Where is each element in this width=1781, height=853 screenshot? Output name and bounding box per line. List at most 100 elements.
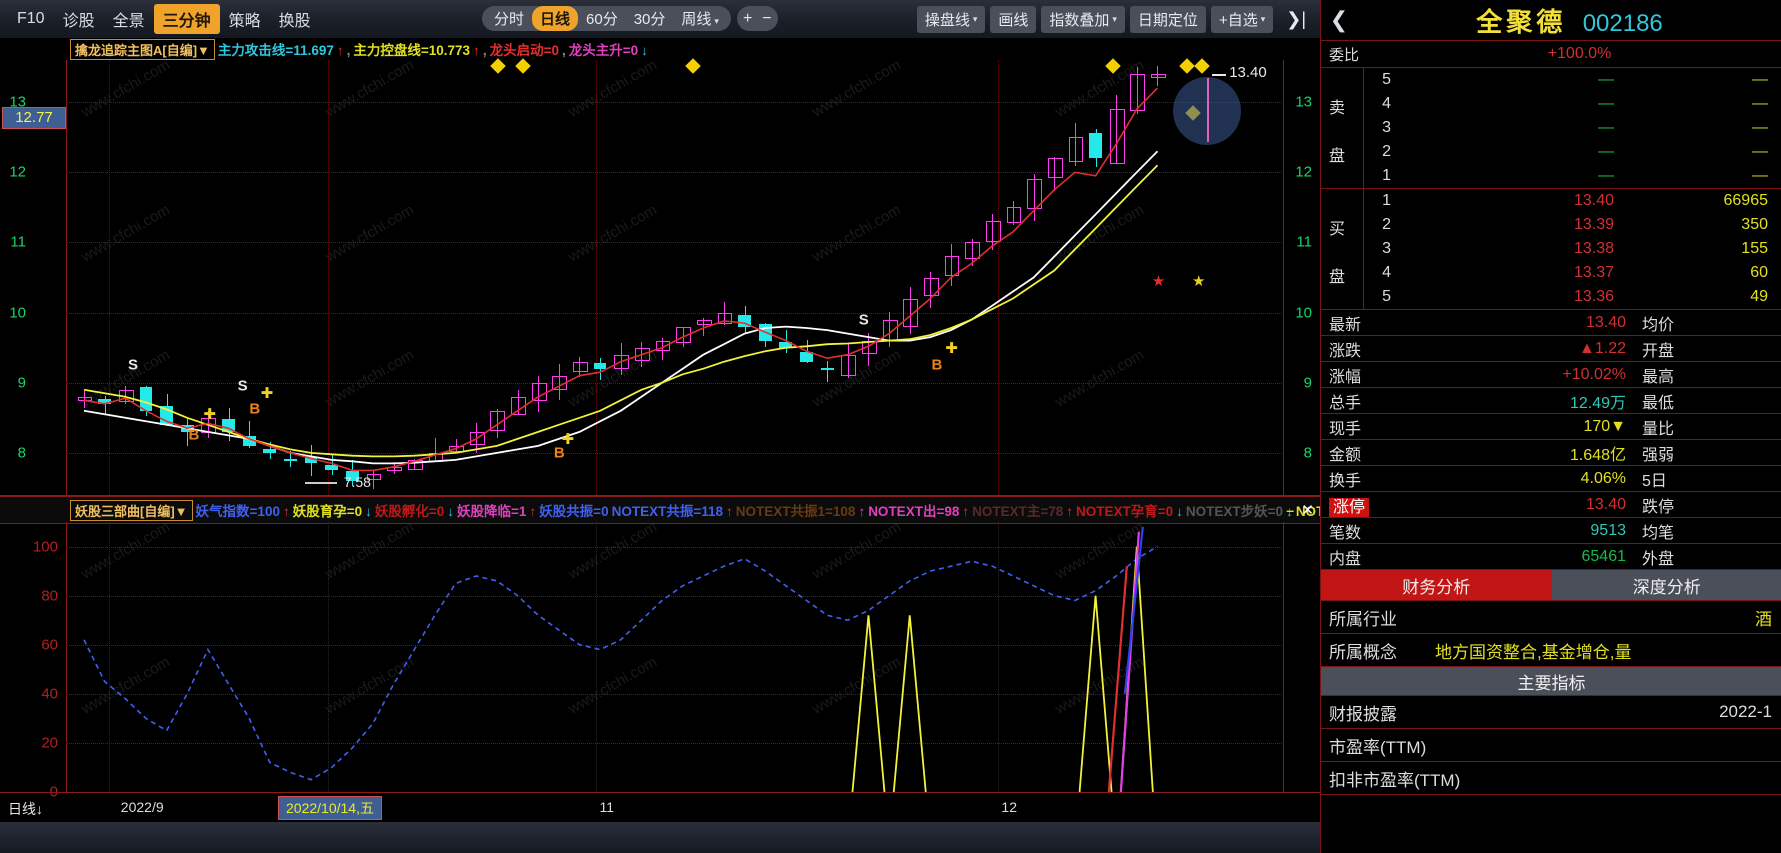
chevron-down-icon: ▾ — [972, 14, 978, 24]
indicator-segment-16: ↑ — [1066, 503, 1073, 519]
tab-1[interactable]: 深度分析 — [1551, 570, 1781, 600]
quote-label: 金额 — [1329, 446, 1362, 464]
candle-body — [118, 389, 134, 402]
analysis-tabs: 财务分析 深度分析 — [1321, 570, 1781, 601]
quote-label-2: 外盘 — [1642, 550, 1675, 568]
sell-level: 1 — [1382, 167, 1391, 184]
quote-value: ▲1.22 — [1579, 339, 1626, 357]
gridline — [66, 546, 1284, 548]
period-分时[interactable]: 分时 — [494, 11, 525, 28]
indicator-tick: 80 — [41, 587, 58, 605]
buy-price: 13.36 — [1573, 288, 1614, 305]
sell-volume: — — [1752, 71, 1768, 88]
candle-body — [614, 354, 630, 370]
watermark: www.cfchi.com — [1052, 201, 1148, 266]
buy-level: 1 — [1382, 192, 1391, 209]
sell-row: 4 — — — [1321, 92, 1781, 116]
price-chart[interactable]: 13 12 11 10 9 8 www.cfchi.com www.cfchi.com www… — [0, 56, 1320, 496]
chevron-down-icon: ▾ — [1260, 14, 1266, 24]
candle-body — [304, 456, 318, 464]
toolbar-btn-0[interactable]: 操盘线 ▾ — [916, 6, 986, 33]
candle-body — [758, 323, 772, 341]
stock-name: 全聚德 — [1476, 6, 1567, 37]
zoom-out-button[interactable]: − — [762, 9, 772, 27]
toolbar-btn-4[interactable]: +自选 ▾ — [1210, 6, 1274, 33]
indicator-segment-17: NOTEXT孕育=0 — [1076, 503, 1174, 519]
main-indicator-selector[interactable]: 擒龙追踪主图A[自编]▼ — [70, 38, 215, 60]
quote-row: 笔数 9513 均笔 — [1321, 518, 1781, 544]
toolbar-item-4[interactable]: 策略 — [228, 13, 261, 30]
sell-price: — — [1598, 119, 1614, 136]
zoom-controls: + − — [736, 6, 778, 31]
toolbar-btn-2[interactable]: 指数叠加 ▾ — [1041, 6, 1125, 33]
gridline — [66, 452, 1284, 454]
cursor-price-value: 12.77 — [2, 107, 66, 130]
minimize-icon[interactable]: – — [1286, 502, 1294, 518]
gridline-v — [108, 60, 110, 495]
gridline-v — [108, 522, 110, 792]
indicator-segment-3: 主力控盘线=10.773 — [353, 42, 471, 58]
toolbar-btn-1[interactable]: 画线 — [990, 6, 1037, 33]
toolbar-item-5[interactable]: 换股 — [278, 13, 311, 30]
buy-price: 13.39 — [1573, 216, 1614, 233]
quote-value: 170▼ — [1583, 417, 1626, 435]
collapse-panel-icon[interactable]: ❯| — [1286, 9, 1306, 29]
sub-indicator-name: 妖股三部曲[自编] — [75, 503, 175, 519]
candle-body — [345, 471, 359, 481]
back-arrow-icon[interactable]: ❮ — [1329, 7, 1349, 32]
indicator-chart[interactable]: 100 80 60 40 20 0 www.cfchi.com www.cfchi.com w… — [0, 518, 1320, 801]
tab-0[interactable]: 财务分析 — [1321, 570, 1552, 600]
weibi-value: +100.0% — [1547, 45, 1612, 62]
period-30分[interactable]: 30分 — [633, 11, 666, 28]
signal-diamond — [1178, 58, 1195, 74]
metric-row: 扣非市盈率(TTM) — [1321, 762, 1781, 795]
toolbar-btn-3[interactable]: 日期定位 — [1129, 6, 1206, 33]
quote-value: +10.02% — [1562, 365, 1626, 383]
period-周线[interactable]: 周线 ▾ — [681, 11, 719, 28]
buy-row: 1 13.40 66965 — [1321, 189, 1781, 213]
candle-body — [738, 315, 751, 327]
toolbar-item-1[interactable]: 诊股 — [62, 13, 95, 30]
watermark: www.cfchi.com — [78, 56, 173, 121]
price-axis-right: 13 12 11 10 9 8 — [1283, 60, 1320, 495]
indicator-segment-4: ↑ — [473, 42, 480, 58]
buy-volume: 155 — [1741, 240, 1768, 257]
star-marker: ★ — [1192, 273, 1206, 290]
price-tick-right: 10 — [1295, 304, 1312, 322]
quote-row: 涨幅 +10.02% 最高 — [1321, 362, 1781, 388]
price-tick-right: 9 — [1303, 374, 1312, 392]
quote-value: 65461 — [1581, 547, 1627, 565]
info-value: 酒 — [1755, 609, 1772, 629]
period-label[interactable]: 日线↓ — [8, 801, 43, 817]
candle-body — [779, 342, 793, 348]
period-60分[interactable]: 60分 — [586, 11, 618, 28]
candle-wick — [785, 329, 787, 353]
sub-indicator-selector[interactable]: 妖股三部曲[自编]▼ — [70, 499, 193, 521]
candle-body — [160, 405, 173, 425]
quote-row: 换手 4.06% 5日 — [1321, 466, 1781, 492]
date-tick: 12 — [1001, 799, 1017, 815]
price-plot-area[interactable]: www.cfchi.com www.cfchi.com www.cfchi.com w… — [9, 56, 1284, 495]
toolbar-item-2[interactable]: 全景 — [112, 13, 145, 30]
close-icon[interactable]: ✕ — [1301, 502, 1314, 519]
candle-body — [1109, 109, 1125, 165]
indicator-plot-area[interactable]: www.cfchi.com www.cfchi.com www.cfchi.com w… — [66, 518, 1284, 793]
sell-marker: S — [237, 377, 248, 395]
metric-label: 市盈率(TTM) — [1329, 737, 1427, 757]
candle-body — [655, 340, 671, 351]
main-indicator-values: 主力攻击线=11.697 ↑, 主力控盘线=10.773 ↑, 龙头启动=0, 龙头主升=… — [215, 39, 648, 60]
indicator-segment-9: ↓ — [641, 42, 648, 58]
toolbar-item-3[interactable]: 三分钟 — [153, 4, 220, 34]
quote-label-2: 跌停 — [1642, 498, 1675, 516]
company-info: 所属行业 酒所属概念 地方国资整合,基金增仓,量 — [1321, 601, 1781, 667]
indicator-segment-10: ↑ — [726, 503, 733, 519]
price-tick: 12 — [9, 163, 26, 181]
indicator-segment-18: ↓ — [1176, 503, 1183, 519]
arrow-up-icon: ✚ — [203, 406, 217, 424]
period-日线[interactable]: 日线 — [532, 6, 579, 31]
sell-volume: — — [1752, 167, 1768, 184]
candle-body — [552, 375, 568, 391]
toolbar-item-0[interactable]: F10 — [17, 10, 45, 27]
zoom-in-button[interactable]: + — [742, 9, 753, 27]
price-tick: 9 — [17, 374, 26, 392]
